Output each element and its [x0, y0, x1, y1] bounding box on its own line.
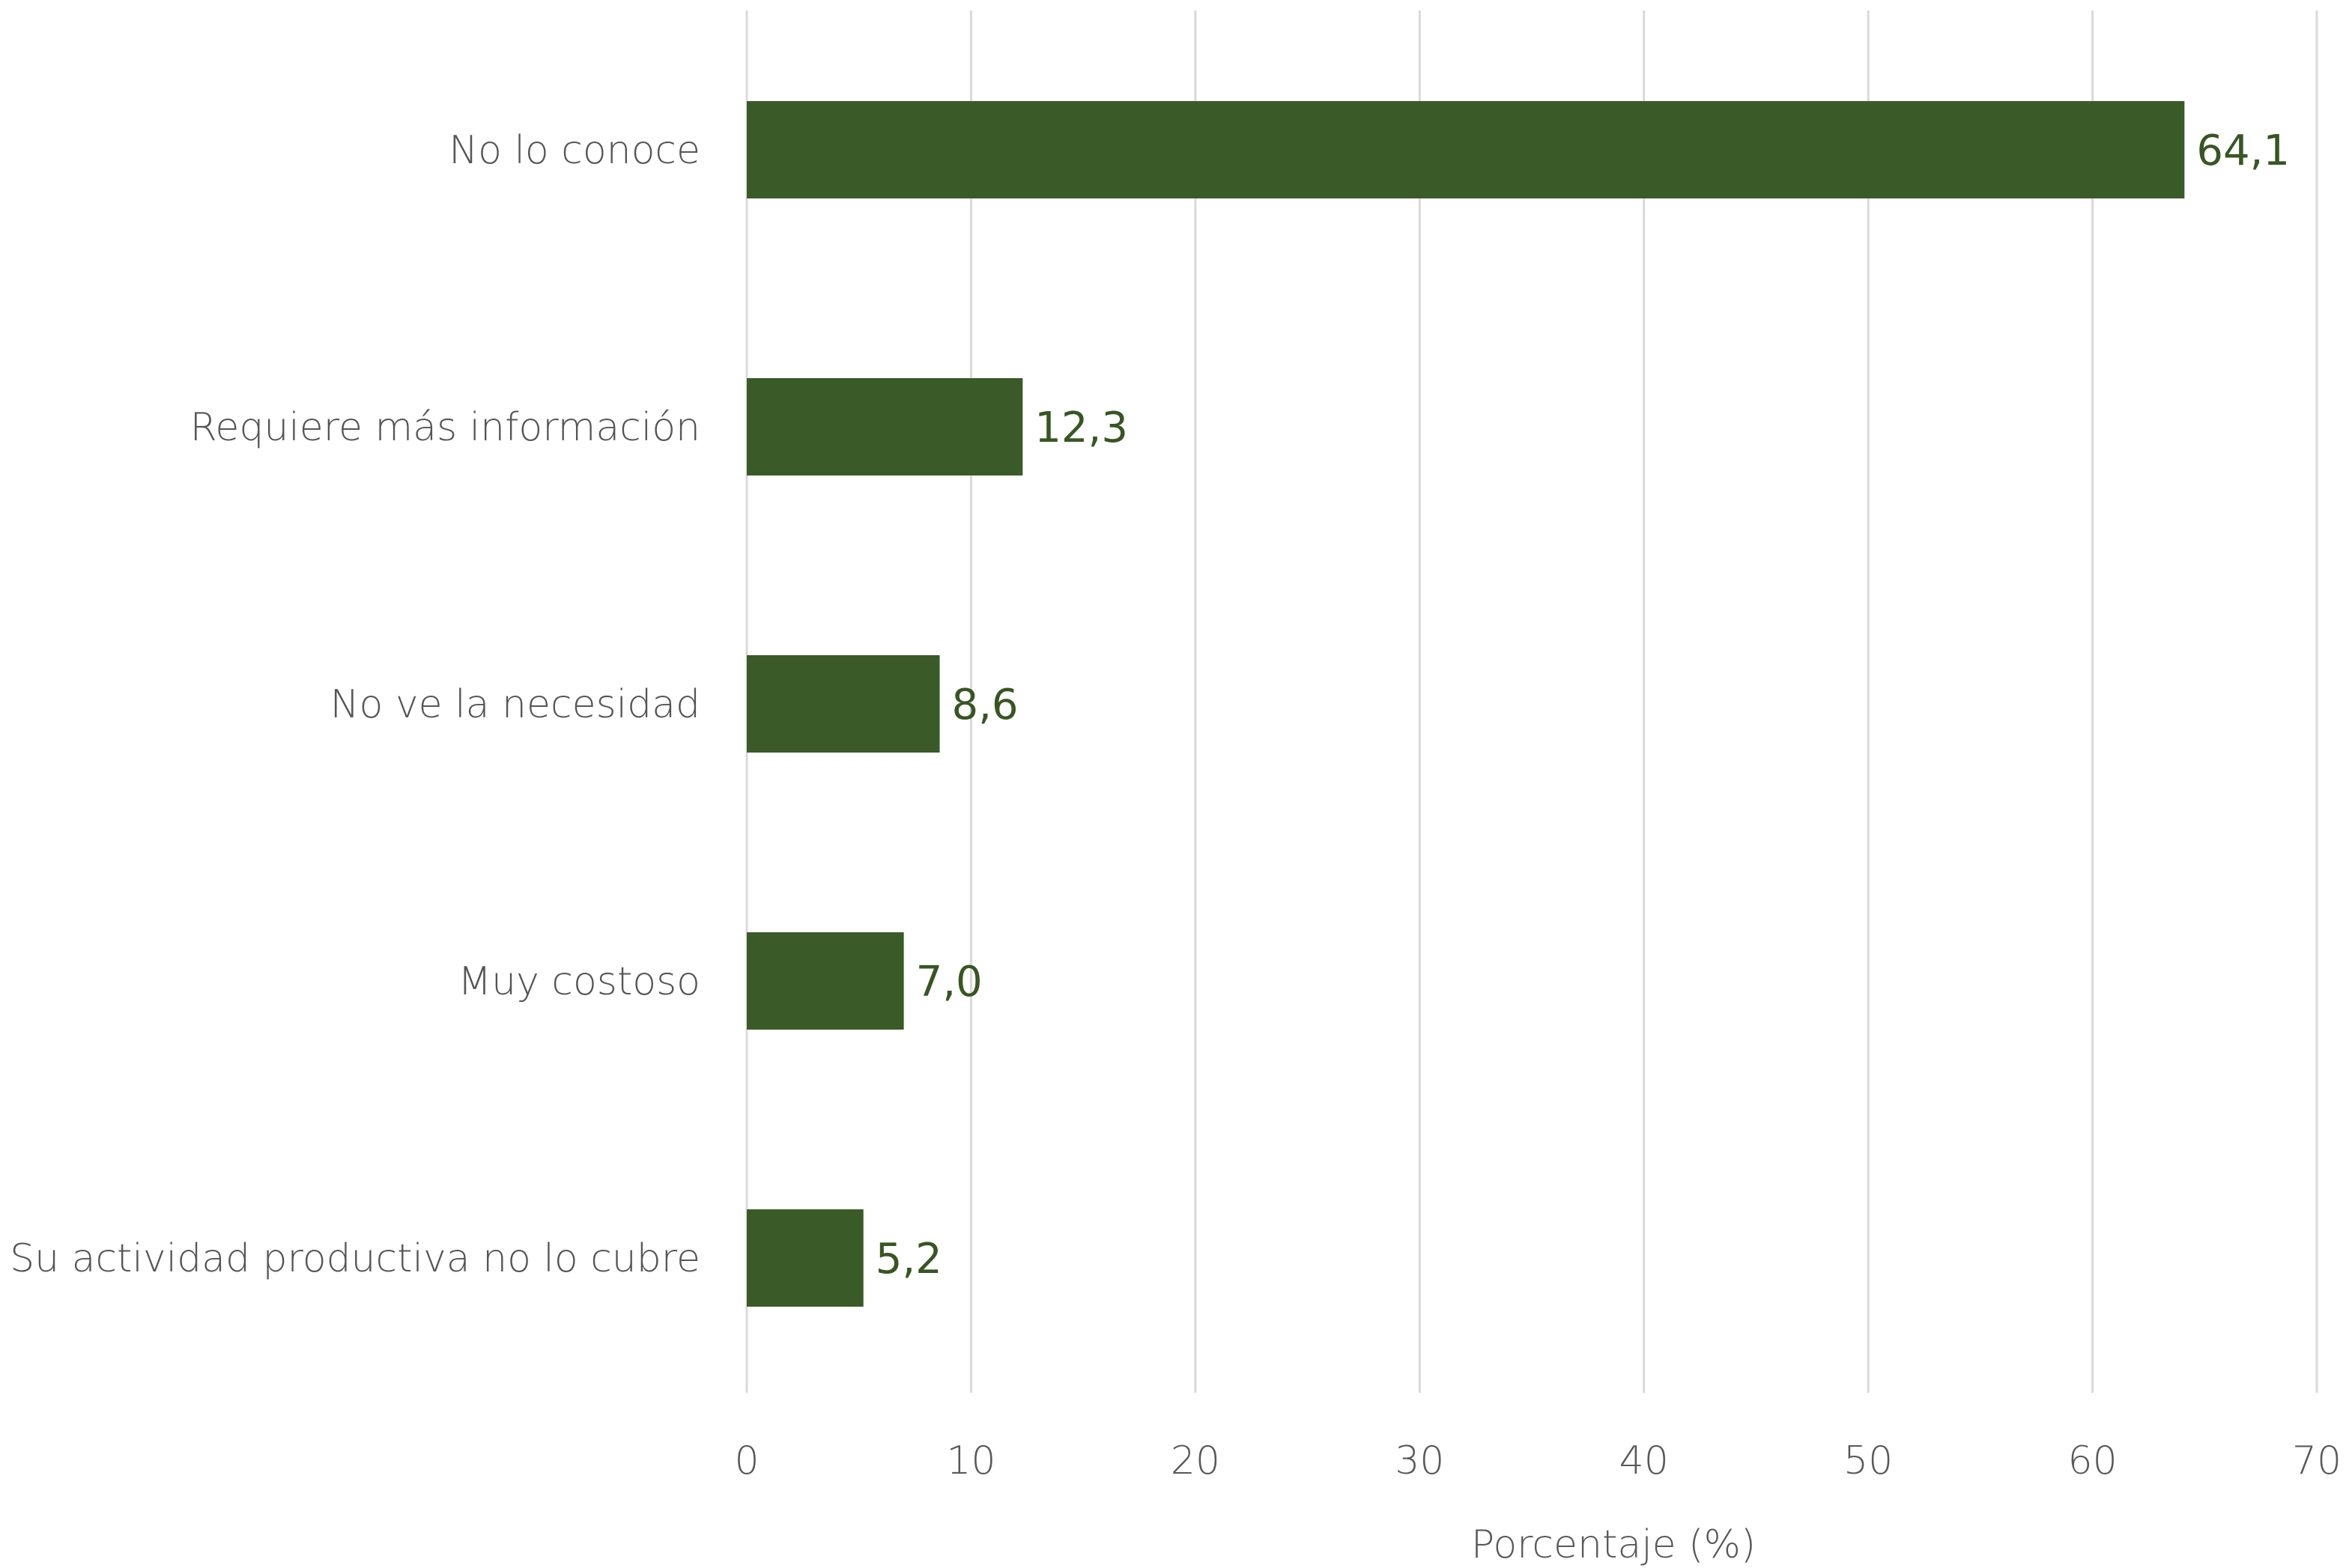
- value-label-1: 12,3: [1034, 404, 1128, 452]
- x-tick-label-60: 60: [2067, 1438, 2117, 1483]
- x-tick-label-40: 40: [1619, 1438, 1669, 1483]
- x-tick-label-70: 70: [2292, 1438, 2342, 1483]
- value-label-3: 7,0: [916, 958, 983, 1006]
- bar-0: [747, 101, 2185, 198]
- value-label-2: 8,6: [952, 681, 1019, 729]
- category-label-1: Requiere más información: [190, 405, 700, 450]
- category-label-3: Muy costoso: [458, 959, 700, 1004]
- bar-3: [747, 932, 904, 1030]
- category-label-2: No ve la necesidad: [330, 682, 700, 727]
- bars: [747, 101, 2185, 1307]
- x-tick-label-0: 0: [734, 1438, 759, 1483]
- x-tick-label-30: 30: [1395, 1438, 1444, 1483]
- x-tick-label-10: 10: [946, 1438, 995, 1483]
- x-tick-label-20: 20: [1171, 1438, 1220, 1483]
- bar-4: [747, 1209, 864, 1307]
- category-label-4: Su actividad productiva no lo cubre: [10, 1236, 700, 1281]
- value-label-0: 64,1: [2196, 127, 2290, 175]
- x-axis-title: Porcentaje (%): [1471, 1522, 1756, 1567]
- category-label-0: No lo conoce: [449, 128, 700, 173]
- category-labels: No lo conoce Requiere más información No v…: [10, 128, 700, 1281]
- x-tick-label-50: 50: [1843, 1438, 1893, 1483]
- gridlines: [745, 10, 2318, 1393]
- x-axis-tick-labels: 0 10 20 30 40 50 60 70: [734, 1438, 2342, 1483]
- value-label-4: 5,2: [876, 1235, 942, 1283]
- bar-2: [747, 655, 940, 753]
- bar-1: [747, 378, 1023, 475]
- value-labels: 64,1 12,3 8,6 7,0 5,2: [876, 127, 2290, 1283]
